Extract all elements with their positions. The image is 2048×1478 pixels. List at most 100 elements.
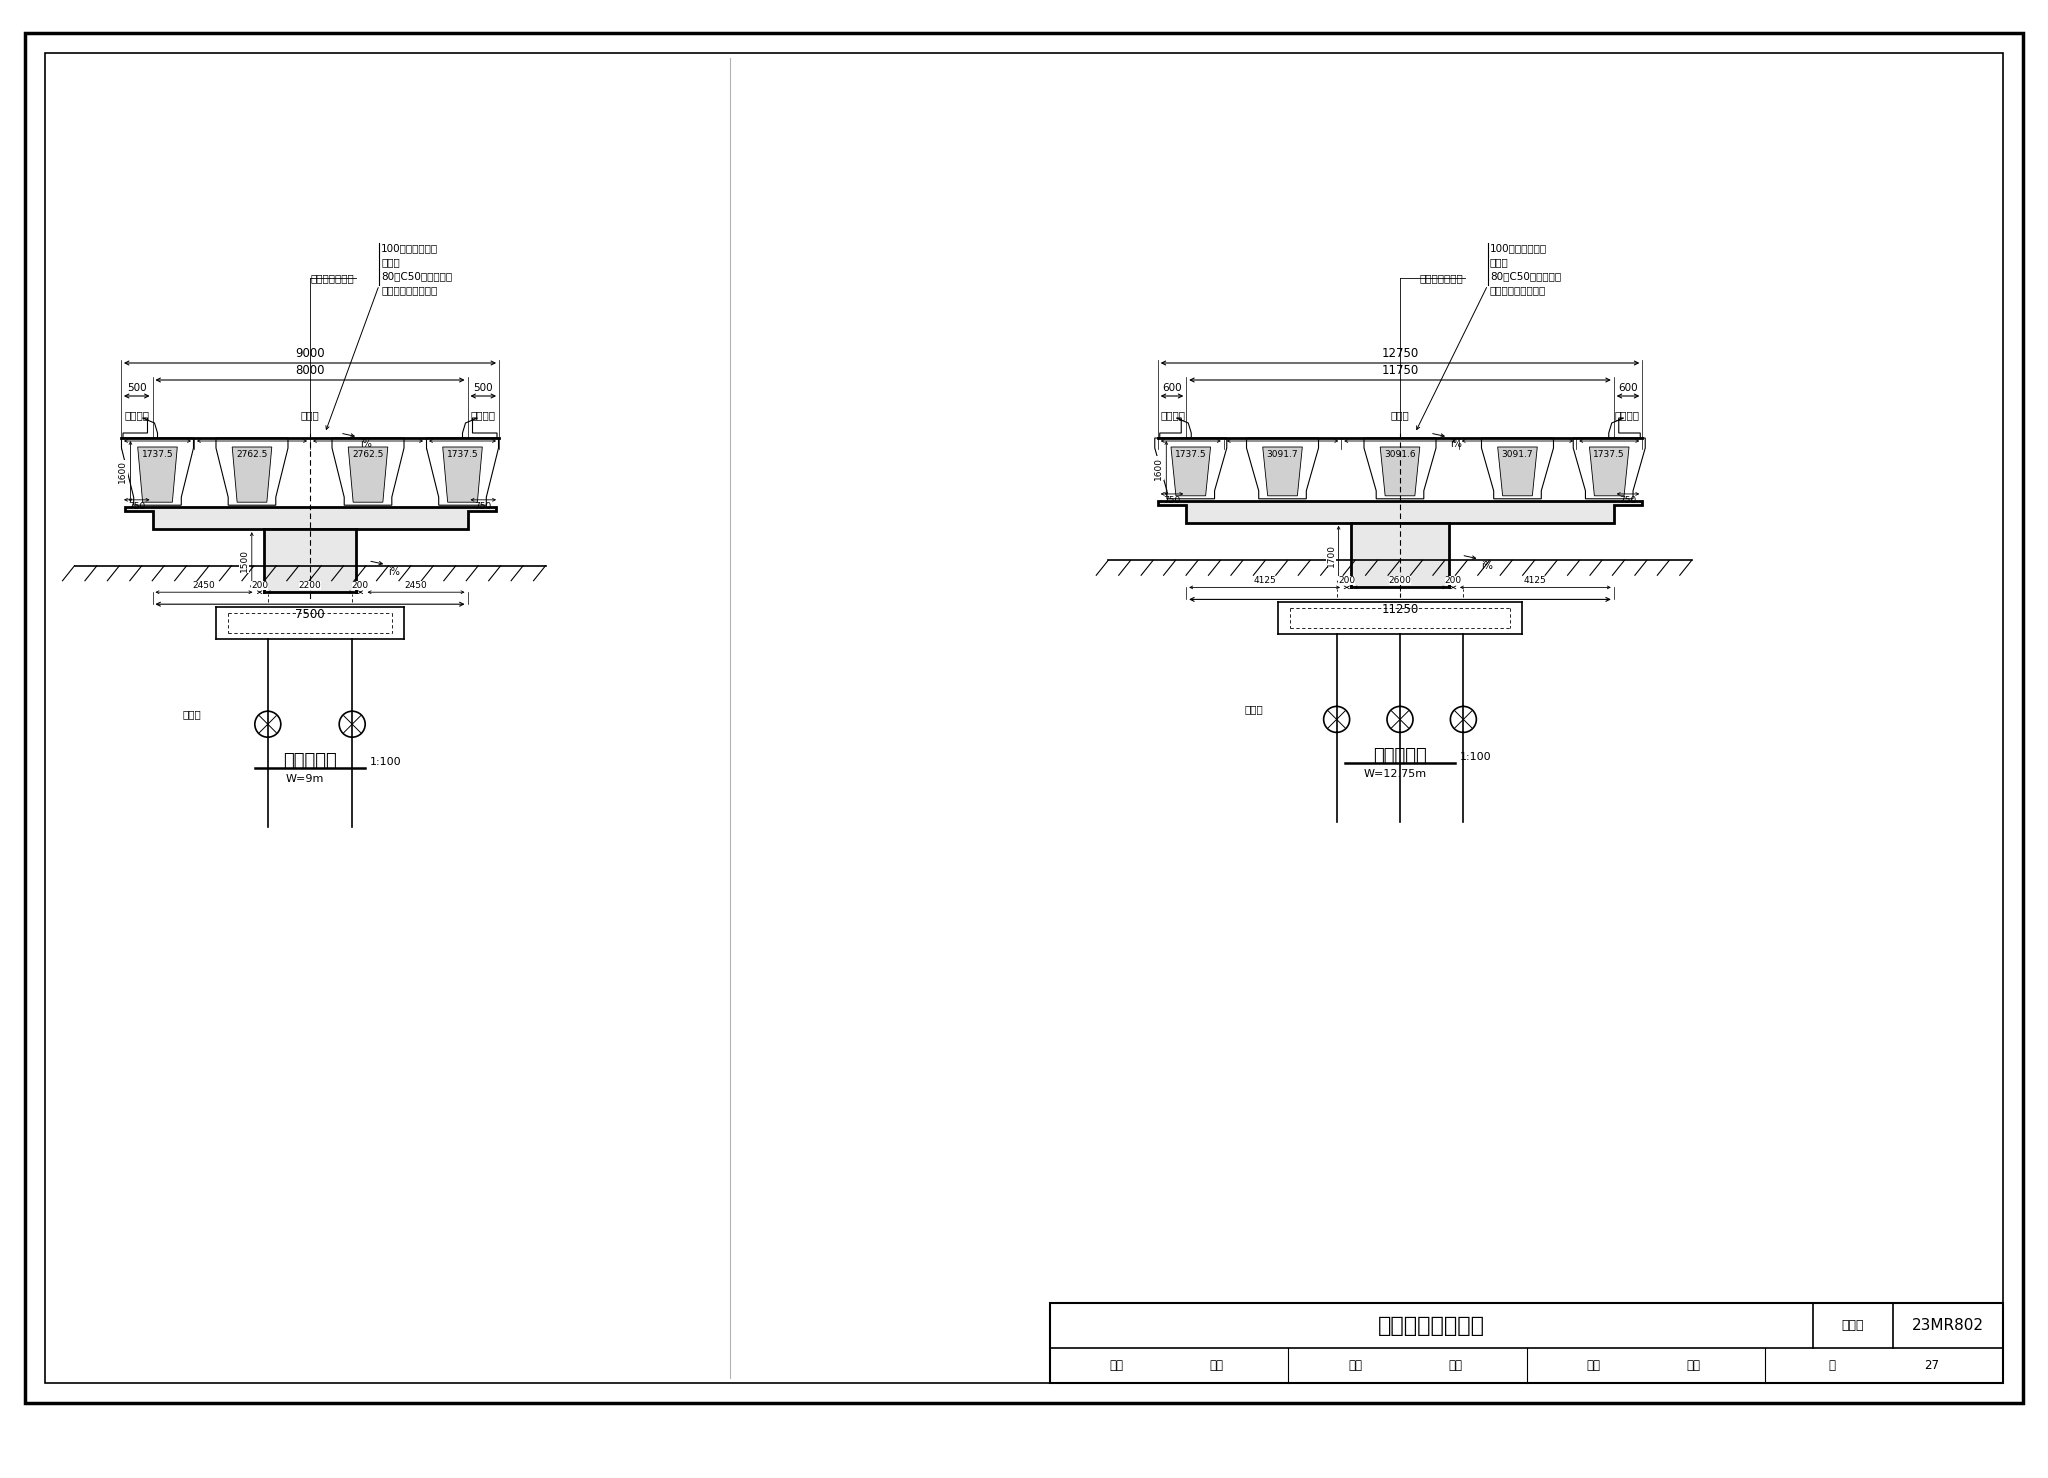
- Bar: [45, 53, 2003, 1383]
- Polygon shape: [1350, 523, 1450, 587]
- Polygon shape: [137, 446, 178, 503]
- Text: i%: i%: [1450, 439, 1462, 449]
- Text: 1500: 1500: [240, 550, 248, 572]
- Text: 1600: 1600: [119, 460, 127, 483]
- Text: 防撞护栏: 防撞护栏: [1161, 409, 1186, 420]
- Text: 600: 600: [1161, 383, 1182, 393]
- Text: 500: 500: [127, 383, 147, 393]
- Text: 200: 200: [252, 581, 268, 590]
- Text: i%: i%: [389, 566, 399, 576]
- Text: 2600: 2600: [1389, 576, 1411, 585]
- Polygon shape: [264, 529, 356, 593]
- Text: 苏俭: 苏俭: [1448, 1358, 1462, 1372]
- Text: 设计道路中心线: 设计道路中心线: [311, 273, 354, 282]
- Text: 防水层: 防水层: [1489, 257, 1509, 268]
- Polygon shape: [348, 446, 387, 503]
- Polygon shape: [1380, 446, 1419, 495]
- Text: 预应力混凝土小箱梁: 预应力混凝土小箱梁: [381, 285, 438, 296]
- Text: 100厚沥青混凝土: 100厚沥青混凝土: [1489, 242, 1546, 253]
- Polygon shape: [1247, 437, 1319, 498]
- Polygon shape: [1364, 437, 1436, 498]
- Text: 预应力混凝土小箱梁: 预应力混凝土小箱梁: [1489, 285, 1546, 296]
- Text: 总体横断面: 总体横断面: [1372, 748, 1427, 766]
- Polygon shape: [1171, 446, 1210, 495]
- Text: i%: i%: [1481, 562, 1493, 571]
- Text: 500: 500: [473, 383, 494, 393]
- Text: 1:100: 1:100: [371, 757, 401, 767]
- Text: 750: 750: [475, 503, 492, 511]
- Text: 3091.7: 3091.7: [1268, 449, 1298, 460]
- Text: 750: 750: [1620, 497, 1636, 505]
- Text: 80厚C50混凝土铺装: 80厚C50混凝土铺装: [1489, 270, 1561, 281]
- Text: 11250: 11250: [1380, 603, 1419, 616]
- Text: 设计: 设计: [1587, 1358, 1599, 1372]
- Polygon shape: [1497, 446, 1538, 495]
- Text: 2450: 2450: [406, 581, 428, 590]
- Text: 11750: 11750: [1380, 364, 1419, 377]
- Text: 1600: 1600: [1155, 457, 1163, 480]
- Polygon shape: [1159, 501, 1642, 523]
- Text: 2450: 2450: [193, 581, 215, 590]
- Text: 4125: 4125: [1253, 576, 1276, 585]
- Text: 4125: 4125: [1524, 576, 1546, 585]
- Text: 总体横断面布置图: 总体横断面布置图: [1378, 1315, 1485, 1336]
- Polygon shape: [215, 437, 289, 505]
- Polygon shape: [332, 437, 403, 505]
- Text: 2200: 2200: [299, 581, 322, 590]
- Text: 23MR802: 23MR802: [1913, 1318, 1985, 1333]
- Polygon shape: [1264, 446, 1303, 495]
- Text: 8000: 8000: [295, 364, 326, 377]
- Text: W=9m: W=9m: [287, 774, 324, 785]
- Polygon shape: [1610, 418, 1640, 437]
- Text: 车行道: 车行道: [301, 409, 319, 420]
- Text: 桩基础: 桩基础: [1245, 705, 1264, 714]
- Text: 总体横断面: 总体横断面: [283, 752, 336, 770]
- Text: 车行道: 车行道: [1391, 409, 1409, 420]
- Text: 黄虹: 黄虹: [1210, 1358, 1225, 1372]
- Text: W=12.75m: W=12.75m: [1364, 770, 1427, 779]
- Text: 1737.5: 1737.5: [1593, 449, 1624, 460]
- Text: 1737.5: 1737.5: [1176, 449, 1206, 460]
- Text: 防撞护栏: 防撞护栏: [125, 409, 150, 420]
- Text: 750: 750: [129, 503, 145, 511]
- Text: 200: 200: [352, 581, 369, 590]
- Text: 9000: 9000: [295, 347, 326, 361]
- Text: 设计道路中心线: 设计道路中心线: [1419, 273, 1462, 282]
- Text: 3091.6: 3091.6: [1384, 449, 1415, 460]
- Text: 80厚C50混凝土铺装: 80厚C50混凝土铺装: [381, 270, 453, 281]
- Polygon shape: [1589, 446, 1628, 495]
- Text: 200: 200: [1444, 576, 1462, 585]
- Text: 27: 27: [1923, 1358, 1939, 1372]
- Polygon shape: [426, 437, 498, 505]
- Polygon shape: [463, 418, 498, 437]
- Text: 7500: 7500: [295, 609, 326, 621]
- Text: 1700: 1700: [1327, 544, 1335, 566]
- Polygon shape: [121, 437, 193, 505]
- Polygon shape: [125, 507, 496, 529]
- Polygon shape: [231, 446, 272, 503]
- Polygon shape: [1481, 437, 1554, 498]
- Text: 2762.5: 2762.5: [352, 449, 383, 460]
- Text: 1737.5: 1737.5: [446, 449, 479, 460]
- Polygon shape: [1155, 437, 1227, 498]
- Polygon shape: [1573, 437, 1645, 498]
- Text: 页: 页: [1829, 1358, 1835, 1372]
- Text: 审核: 审核: [1110, 1358, 1124, 1372]
- Text: 2762.5: 2762.5: [236, 449, 268, 460]
- Bar: [1051, 1304, 2003, 1383]
- Text: 600: 600: [1618, 383, 1638, 393]
- Text: 100厚沥青混凝土: 100厚沥青混凝土: [381, 242, 438, 253]
- Polygon shape: [442, 446, 483, 503]
- Polygon shape: [1159, 418, 1192, 437]
- Text: 赵鹏: 赵鹏: [1686, 1358, 1700, 1372]
- Text: 防撞护栏: 防撞护栏: [471, 409, 496, 420]
- Text: 3091.7: 3091.7: [1501, 449, 1534, 460]
- Polygon shape: [123, 418, 158, 437]
- Text: i%: i%: [360, 439, 373, 449]
- Text: 防撞护栏: 防撞护栏: [1614, 409, 1638, 420]
- Text: 图集号: 图集号: [1841, 1318, 1864, 1332]
- Text: 桩基础: 桩基础: [182, 709, 201, 720]
- Text: 防水层: 防水层: [381, 257, 399, 268]
- Text: 750: 750: [1163, 497, 1180, 505]
- Text: 200: 200: [1337, 576, 1356, 585]
